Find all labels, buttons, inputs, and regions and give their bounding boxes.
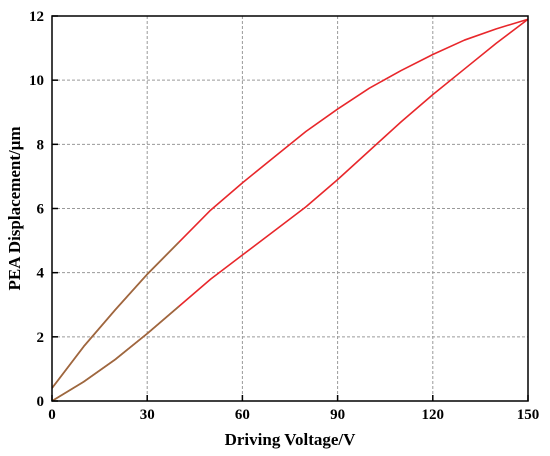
x-tick-label: 150 [517,407,540,423]
y-tick-label: 2 [37,330,45,346]
series-tail-1 [51,305,180,402]
ticks: 0 30 60 90 120 150 0 2 4 6 8 10 12 [29,9,539,423]
y-axis-label: PEA Displacement/μm [5,126,24,290]
x-tick-label: 30 [140,407,155,423]
x-tick-label: 90 [330,407,345,423]
y-tick-label: 4 [37,266,45,282]
y-tick-label: 10 [29,73,44,89]
x-axis-label: Driving Voltage/V [225,430,357,449]
grid [52,16,528,401]
series-tail-2 [51,241,180,389]
y-tick-label: 8 [37,137,45,153]
y-tick-label: 12 [29,9,44,25]
x-tick-label: 60 [235,407,250,423]
y-tick-label: 0 [37,394,45,410]
series-layer [51,18,529,402]
series-line-1 [51,18,529,402]
x-tick-label: 120 [422,407,445,423]
y-tick-label: 6 [37,202,45,218]
x-tick-label: 0 [48,407,56,423]
